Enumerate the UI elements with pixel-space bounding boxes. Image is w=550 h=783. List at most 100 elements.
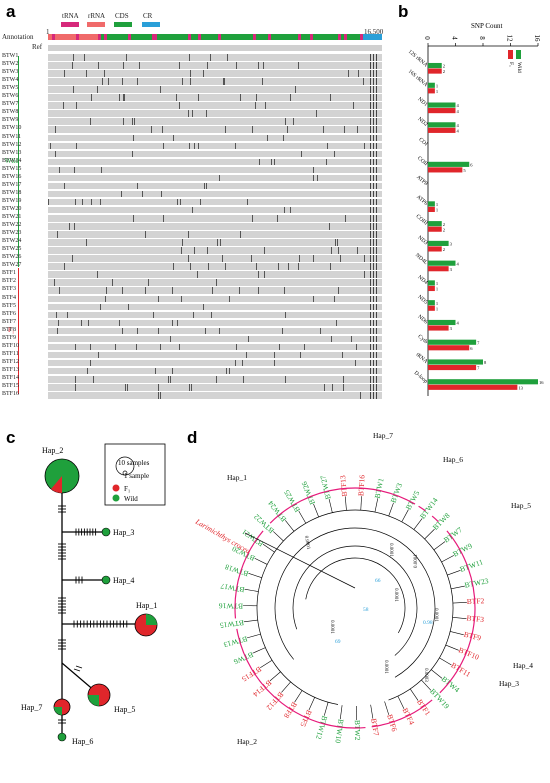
snp-tick [373,351,374,359]
snp-tick [376,54,377,61]
snp-tick [376,287,377,294]
bar-wild [428,379,538,385]
panel-label-b: b [398,2,409,21]
snp-tick [290,206,291,214]
bar-f1 [428,226,442,232]
snp-tick [191,384,192,391]
snp-tick [295,86,296,93]
legend-wild-dot [112,494,120,502]
snp-tick [324,384,325,391]
snp-tick [225,126,226,133]
leaf-branch [252,647,266,654]
snp-tick [86,70,87,77]
snp-tick [158,392,159,399]
snp-tick [370,319,371,327]
snp-tick [179,343,180,351]
legend-small-label: 1 sample [124,472,149,480]
leaf-label: BTW8 [431,511,452,532]
tree-arc [305,557,406,634]
annotation-label: Annotation [2,33,34,41]
bar-value: 1 [436,301,438,306]
snp-tick [373,110,374,117]
leaf-branch [452,617,467,619]
tree-arc [292,545,418,656]
leaf-label: BTF14 [251,678,273,699]
snp-tick [74,166,75,174]
snp-tick [236,343,237,351]
snp-tick [132,150,133,158]
sample-lane [48,359,382,367]
sample-label: BTF5 [2,302,17,309]
snp-tick [121,190,122,198]
scale-end: 16,500 [364,28,384,36]
leaf-branch [285,520,295,532]
sample-label: BTF15 [2,383,20,390]
snp-tick [327,142,328,150]
bar-f1 [428,285,435,292]
annotation-trna-14 [338,34,341,40]
leaf-branch [413,518,423,530]
group-bracket [236,628,366,729]
snp-tick [283,134,284,141]
snp-tick [330,263,331,270]
group-label: Hap_7 [373,431,393,440]
leaf-branch [424,528,435,540]
snp-tick [137,78,138,85]
mutation-ticks [58,505,128,724]
sample-label: BTF3 [2,286,17,293]
snp-tick [204,182,205,190]
x-tick-label: 8 [478,36,486,40]
leaf-branch [298,510,307,524]
snp-tick [376,198,377,206]
snp-tick [264,247,265,254]
mutation-tick [75,665,83,669]
snp-tick [373,287,374,294]
node-value: 0.0001 [303,535,310,550]
snp-tick [168,376,169,383]
bar-wild [428,280,435,286]
snp-tick [97,271,98,278]
snp-tick [86,239,87,246]
sample-lane [48,126,382,133]
snp-tick [255,102,256,109]
leaf-branch [244,588,259,592]
snp-tick [160,392,161,399]
bar-f1 [428,167,463,173]
snp-tick [48,198,49,206]
bar-f1 [428,127,456,133]
leaf-branch [294,690,303,703]
snp-tick [101,166,102,174]
snp-tick [343,384,344,391]
snp-tick [97,86,98,93]
snp-tick [331,335,332,343]
snp-tick [91,94,92,101]
snp-tick [163,215,164,222]
snp-tick [376,351,377,359]
leaf-label: BTF7 [369,718,381,737]
snp-tick [100,303,101,311]
bar-value: 1 [436,89,438,94]
legend-trna-swatch [61,22,79,27]
hap4-label: Hap_4 [113,576,134,585]
bar-f1 [428,108,456,114]
bar-value: 2 [443,222,445,227]
snp-tick [227,54,228,61]
snp-tick [122,78,123,85]
snp-tick [216,279,217,286]
category-label: ND4 [417,274,429,286]
leaf-label: BTW2 [353,720,362,741]
snp-tick [320,327,321,335]
node-value: 0.0001 [329,620,334,634]
scale-start: 1 [46,28,50,36]
category-label: 12S rRNA [407,49,429,69]
snp-tick [373,206,374,214]
snp-tick [192,206,193,214]
panel-label-a: a [6,2,16,21]
snp-tick [373,223,374,230]
legend-rrna-label: rRNA [88,12,106,20]
snp-tick [370,166,371,174]
snp-tick [158,327,159,335]
sample-label: BTF4 [2,294,17,301]
sample-label: BTW23 [2,230,22,237]
sample-label: BTF9 [2,334,17,341]
